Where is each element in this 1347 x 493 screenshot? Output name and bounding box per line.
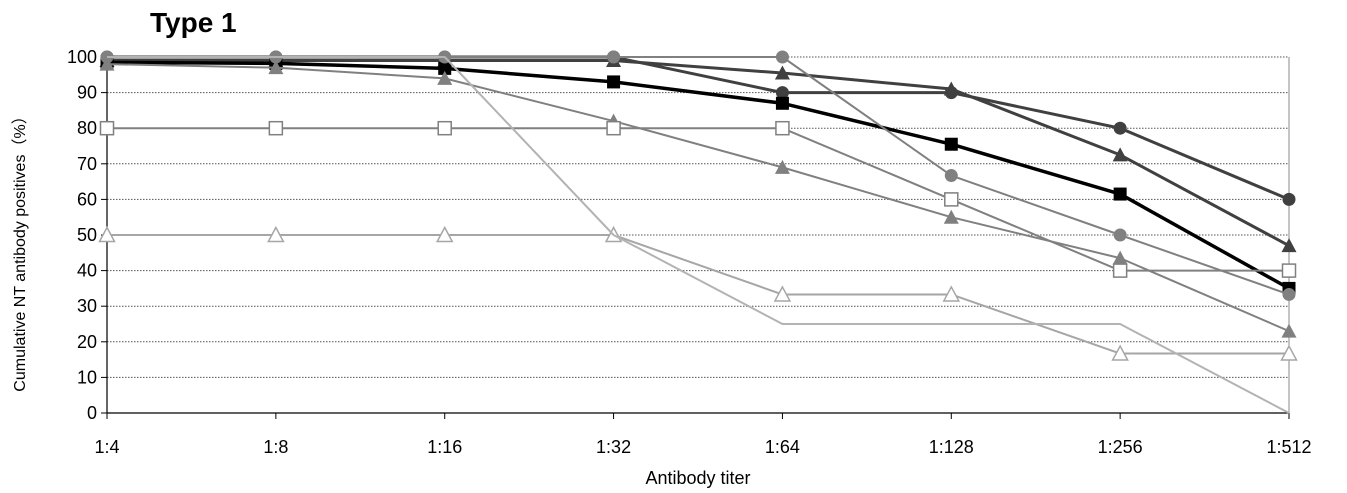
data-point xyxy=(1281,263,1297,278)
y-axis-title: Cumulative NT antibody positives（%） xyxy=(11,108,29,391)
data-point xyxy=(1281,238,1297,253)
data-point xyxy=(1281,323,1297,338)
data-point xyxy=(1280,344,1298,361)
data-point xyxy=(1113,228,1127,242)
y-tick-label: 70 xyxy=(77,154,97,174)
y-tick-label: 90 xyxy=(77,83,97,103)
data-point xyxy=(775,86,789,100)
data-point xyxy=(775,120,790,136)
x-tick-label: 1:16 xyxy=(427,437,462,457)
chart-title: Type 1 xyxy=(150,7,237,38)
x-tick-label: 1:256 xyxy=(1098,437,1143,457)
data-point xyxy=(1113,187,1127,201)
data-point xyxy=(268,120,284,136)
data-point xyxy=(1112,250,1128,265)
data-point xyxy=(942,285,961,302)
data-point xyxy=(775,50,789,64)
tick-labels: 0 10 20 30 40 50 60 70 80 90 100 1:4 1:8 1:16 1:32 1:64… xyxy=(67,47,1312,457)
data-point xyxy=(268,60,284,75)
data-point xyxy=(944,192,959,207)
data-point xyxy=(1112,263,1128,278)
y-tick-label: 20 xyxy=(77,332,97,352)
y-tick-label: 60 xyxy=(77,189,97,209)
series-7 xyxy=(98,225,1298,361)
data-point xyxy=(435,225,454,243)
series-6 xyxy=(99,120,1297,278)
data-point xyxy=(1282,287,1296,301)
data-point xyxy=(267,225,285,243)
data-point xyxy=(1111,344,1129,361)
data-point xyxy=(438,61,452,75)
x-tick-label: 1:8 xyxy=(263,437,288,457)
data-point xyxy=(943,209,959,224)
x-axis-title: Antibody titer xyxy=(645,468,750,488)
series-line xyxy=(107,234,1289,355)
data-point xyxy=(774,65,790,80)
y-tick-label: 30 xyxy=(77,296,97,316)
data-point xyxy=(437,70,453,85)
data-point xyxy=(944,137,958,151)
data-point xyxy=(1112,147,1128,162)
data-point xyxy=(98,225,116,243)
x-tick-label: 1:64 xyxy=(765,437,800,457)
data-point xyxy=(607,50,621,64)
data-point xyxy=(99,56,115,71)
y-tick-label: 80 xyxy=(77,118,97,138)
data-point xyxy=(606,120,621,136)
series-line xyxy=(107,56,1290,414)
y-tick-label: 100 xyxy=(67,47,97,67)
x-tick-label: 1:512 xyxy=(1266,437,1311,457)
data-point xyxy=(1282,192,1296,206)
x-tick-label: 1:32 xyxy=(596,437,631,457)
series-2 xyxy=(99,53,1297,253)
data-point xyxy=(773,285,792,302)
axes xyxy=(101,56,1290,419)
series-line xyxy=(107,127,1289,272)
data-point xyxy=(607,75,621,89)
y-tick-label: 0 xyxy=(87,403,97,423)
y-tick-label: 40 xyxy=(77,261,97,281)
x-tick-label: 1:4 xyxy=(94,437,119,457)
series-line xyxy=(106,60,1290,290)
y-tick-label: 10 xyxy=(77,367,97,387)
data-point xyxy=(775,96,789,110)
data-point xyxy=(437,120,452,136)
data-point xyxy=(99,120,115,136)
series-4 xyxy=(99,56,1297,338)
data-point xyxy=(944,169,958,183)
series-group xyxy=(98,50,1298,414)
series-line xyxy=(107,59,1290,248)
x-tick-label: 1:128 xyxy=(929,437,974,457)
series-line xyxy=(106,63,1290,333)
data-point xyxy=(774,159,790,174)
data-point xyxy=(1113,121,1127,135)
y-tick-label: 50 xyxy=(77,225,97,245)
data-point xyxy=(943,81,959,96)
series-8 xyxy=(107,56,1290,414)
